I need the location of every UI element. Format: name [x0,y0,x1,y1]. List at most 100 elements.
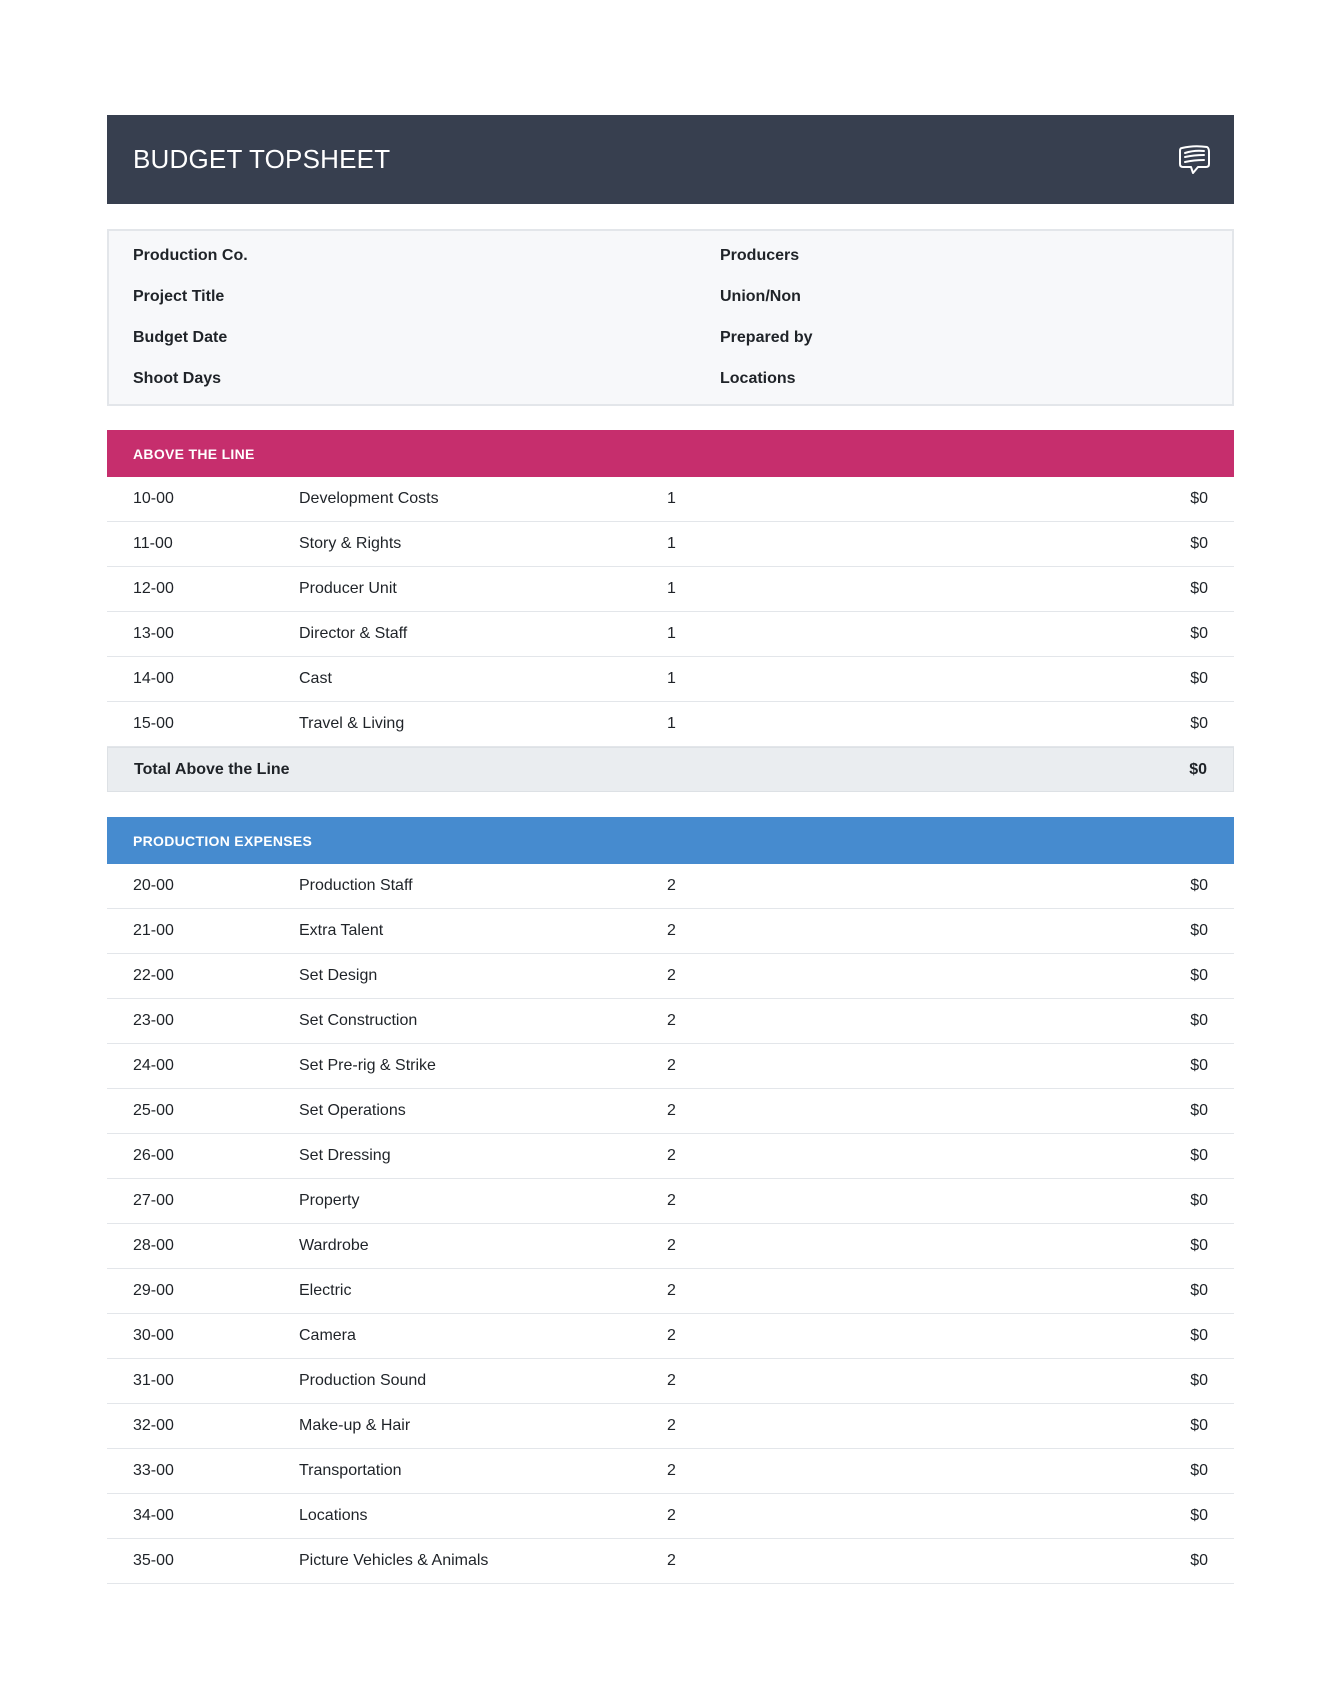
account-description: Property [299,1192,360,1209]
quantity: 1 [667,625,676,642]
info-label-locations: Locations [720,369,796,387]
table-row: 28-00 Wardrobe 2 $0 [107,1224,1234,1269]
account-description: Electric [299,1282,352,1299]
amount: $0 [1190,877,1208,894]
account-code: 13-00 [133,625,174,642]
quantity: 1 [667,580,676,597]
amount: $0 [1190,1237,1208,1254]
quantity: 2 [667,1417,676,1434]
amount: $0 [1190,1507,1208,1524]
above-the-line-header: ABOVE THE LINE [107,430,1234,477]
account-code: 31-00 [133,1372,174,1389]
table-row: 24-00 Set Pre-rig & Strike 2 $0 [107,1044,1234,1089]
table-row: 34-00 Locations 2 $0 [107,1494,1234,1539]
amount: $0 [1190,1147,1208,1164]
info-label-budget-date: Budget Date [133,328,228,346]
info-label-producers: Producers [720,247,800,265]
account-description: Travel & Living [299,715,405,732]
total-label: Total Above the Line [134,760,290,778]
account-description: Transportation [299,1462,402,1479]
account-code: 14-00 [133,670,174,687]
total-above-the-line-row: Total Above the Line $0 [107,747,1234,792]
table-row: 10-00 Development Costs 1 $0 [107,477,1234,522]
account-description: Picture Vehicles & Animals [299,1552,489,1569]
account-code: 10-00 [133,490,174,507]
quantity: 2 [667,1057,676,1074]
amount: $0 [1190,1057,1208,1074]
account-description: Wardrobe [299,1237,369,1254]
table-row: 35-00 Picture Vehicles & Animals 2 $0 [107,1539,1234,1584]
total-amount: $0 [1189,760,1207,778]
amount: $0 [1190,1462,1208,1479]
account-description: Production Sound [299,1372,427,1389]
account-code: 20-00 [133,877,174,894]
quantity: 2 [667,1372,676,1389]
account-description: Set Pre-rig & Strike [299,1057,436,1074]
account-code: 25-00 [133,1102,174,1119]
quantity: 1 [667,490,676,507]
table-row: 25-00 Set Operations 2 $0 [107,1089,1234,1134]
quantity: 1 [667,715,676,732]
quantity: 2 [667,1147,676,1164]
amount: $0 [1190,625,1208,642]
table-row: 14-00 Cast 1 $0 [107,657,1234,702]
account-description: Producer Unit [299,580,397,597]
account-code: 22-00 [133,967,174,984]
amount: $0 [1190,715,1208,732]
account-description: Development Costs [299,490,439,507]
amount: $0 [1190,580,1208,597]
table-row: 12-00 Producer Unit 1 $0 [107,567,1234,612]
chat-bubble-icon[interactable] [1176,142,1212,178]
account-code: 30-00 [133,1327,174,1344]
account-description: Locations [299,1507,368,1524]
amount: $0 [1190,967,1208,984]
amount: $0 [1190,1282,1208,1299]
amount: $0 [1190,1192,1208,1209]
quantity: 2 [667,1462,676,1479]
account-code: 23-00 [133,1012,174,1029]
account-code: 11-00 [133,535,173,552]
amount: $0 [1190,670,1208,687]
account-code: 29-00 [133,1282,174,1299]
quantity: 2 [667,1012,676,1029]
table-row: 21-00 Extra Talent 2 $0 [107,909,1234,954]
account-code: 26-00 [133,1147,174,1164]
account-description: Cast [299,670,332,687]
amount: $0 [1190,1102,1208,1119]
info-label-shoot-days: Shoot Days [133,369,222,387]
account-description: Set Design [299,967,378,984]
info-label-production-co: Production Co. [133,247,248,265]
project-info-panel: Production Co. Producers Project Title U… [107,229,1234,406]
quantity: 2 [667,1282,676,1299]
account-description: Director & Staff [299,625,408,642]
account-description: Set Construction [299,1012,418,1029]
amount: $0 [1190,1012,1208,1029]
amount: $0 [1190,922,1208,939]
amount: $0 [1190,1552,1208,1569]
quantity: 2 [667,877,676,894]
account-code: 28-00 [133,1237,174,1254]
table-row: 11-00 Story & Rights 1 $0 [107,522,1234,567]
table-row: 20-00 Production Staff 2 $0 [107,864,1234,909]
production-expenses-header: PRODUCTION EXPENSES [107,817,1234,864]
account-description: Camera [299,1327,356,1344]
amount: $0 [1190,535,1208,552]
quantity: 2 [667,1552,676,1569]
quantity: 2 [667,967,676,984]
account-description: Set Dressing [299,1147,391,1164]
amount: $0 [1190,1372,1208,1389]
account-code: 35-00 [133,1552,174,1569]
topsheet-header: BUDGET TOPSHEET [107,115,1234,204]
account-description: Set Operations [299,1102,406,1119]
account-code: 32-00 [133,1417,174,1434]
above-the-line-table: 10-00 Development Costs 1 $0 11-00 Story & Ri… [107,477,1234,747]
table-row: 23-00 Set Construction 2 $0 [107,999,1234,1044]
quantity: 2 [667,922,676,939]
account-code: 12-00 [133,580,174,597]
production-expenses-table: 20-00 Production Staff 2 $0 21-00 Extra Talen… [107,864,1234,1584]
table-row: 31-00 Production Sound 2 $0 [107,1359,1234,1404]
quantity: 1 [667,535,676,552]
account-description: Extra Talent [299,922,384,939]
amount: $0 [1190,1327,1208,1344]
account-description: Production Staff [299,877,413,894]
